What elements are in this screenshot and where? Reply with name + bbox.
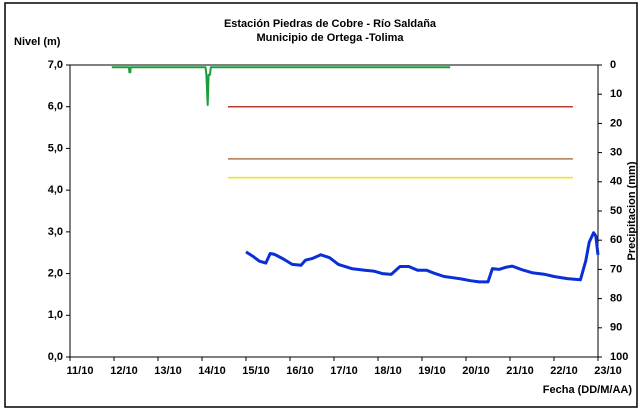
y2-tick-label: 70 <box>610 263 622 275</box>
x-tick-label: 11/10 <box>67 365 94 377</box>
x-tick-label: 14/10 <box>198 365 226 377</box>
y-tick-label: 6,0 <box>48 101 63 113</box>
x-tick-label: 20/10 <box>462 365 490 377</box>
y-axis-label: Nivel (m) <box>14 36 61 48</box>
x-tick-label: 12/10 <box>110 365 138 377</box>
x-tick-label: 16/10 <box>286 365 314 377</box>
x-tick-label: 19/10 <box>418 365 446 377</box>
y2-tick-label: 40 <box>610 176 622 188</box>
y2-tick-label: 80 <box>610 293 622 305</box>
y-tick-label: 0,0 <box>48 351 63 363</box>
y2-tick-label: 90 <box>610 322 622 334</box>
y2-tick-label: 60 <box>610 234 622 246</box>
chart-title: Estación Piedras de Cobre - Río Saldaña <box>224 18 437 30</box>
y2-axis-label: Precipitacion (mm) <box>626 161 638 260</box>
y2-tick-label: 0 <box>610 59 616 71</box>
level-line <box>245 231 600 284</box>
y2-tick-label: 50 <box>610 205 622 217</box>
precipitation-line <box>111 66 451 106</box>
y-tick-label: 5,0 <box>48 142 63 154</box>
x-tick-label: 23/10 <box>594 365 622 377</box>
chart-frame <box>4 2 638 408</box>
y-tick-label: 4,0 <box>48 184 63 196</box>
y-tick-label: 7,0 <box>48 59 63 71</box>
y-tick-label: 2,0 <box>48 267 63 279</box>
chart-subtitle: Municipio de Ortega -Tolima <box>256 32 404 44</box>
x-axis-label: Fecha (DD/M/AA) <box>543 384 633 396</box>
y2-tick-label: 30 <box>610 147 622 159</box>
x-tick-label: 21/10 <box>506 365 534 377</box>
x-tick-label: 18/10 <box>374 365 402 377</box>
x-tick-label: 22/10 <box>550 365 578 377</box>
y2-tick-label: 100 <box>610 351 628 363</box>
y2-tick-label: 10 <box>610 88 622 100</box>
y-tick-label: 1,0 <box>48 309 63 321</box>
x-tick-label: 13/10 <box>154 365 182 377</box>
x-tick-label: 15/10 <box>242 365 270 377</box>
y-tick-label: 3,0 <box>48 226 63 238</box>
y2-tick-label: 20 <box>610 117 622 129</box>
x-tick-label: 17/10 <box>330 365 358 377</box>
